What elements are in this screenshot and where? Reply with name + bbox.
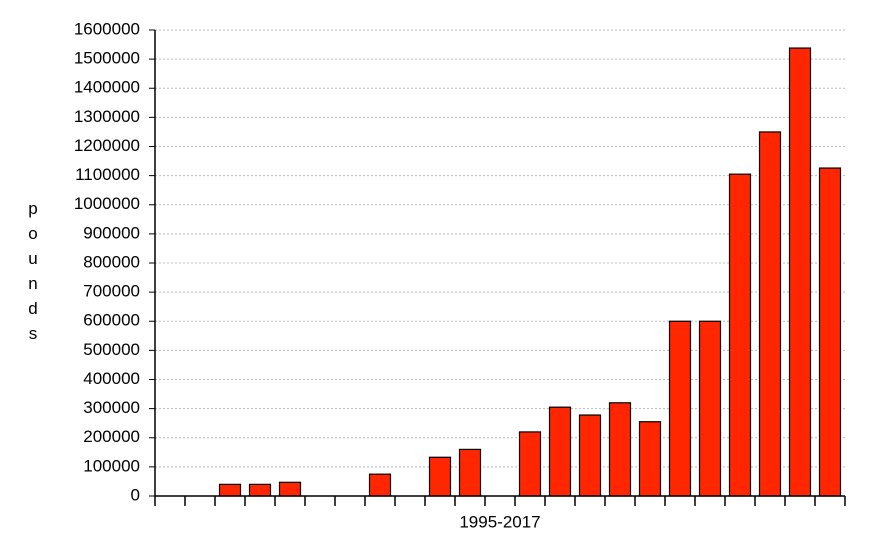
y-tick-label: 700000: [83, 282, 140, 301]
bar: [548, 406, 572, 497]
y-tick-label: 300000: [83, 398, 140, 417]
y-tick-label: 1300000: [74, 107, 140, 126]
y-tick-label: 1600000: [74, 19, 140, 38]
y-tick-label: 1000000: [74, 194, 140, 213]
y-tick-label: 800000: [83, 252, 140, 271]
bar: [608, 402, 632, 497]
bar: [728, 173, 752, 497]
y-axis-label: pounds: [28, 199, 38, 343]
bar: [638, 421, 662, 497]
bar: [518, 431, 542, 497]
bar: [788, 47, 812, 497]
y-tick-label: 900000: [83, 223, 140, 242]
y-tick-label: 0: [131, 485, 140, 504]
y-tick-label: 400000: [83, 369, 140, 388]
y-tick-label: 1100000: [75, 165, 140, 184]
y-tick-label: 500000: [83, 340, 140, 359]
bar: [578, 414, 602, 497]
bar: [758, 131, 782, 497]
x-axis-label: 1995-2017: [459, 512, 540, 531]
bar: [368, 473, 392, 497]
y-tick-label: 200000: [83, 427, 140, 446]
y-tick-label: 1200000: [74, 136, 140, 155]
bar: [278, 481, 302, 497]
bar: [428, 456, 452, 497]
bar: [818, 167, 842, 497]
bar: [458, 448, 482, 497]
y-tick-label: 600000: [83, 311, 140, 330]
bar: [668, 320, 692, 497]
bar: [248, 483, 272, 497]
y-tick-label: 1500000: [74, 49, 140, 68]
y-tick-label: 100000: [83, 456, 140, 475]
bar: [698, 320, 722, 497]
y-tick-label: 1400000: [74, 78, 140, 97]
bar: [218, 483, 242, 497]
